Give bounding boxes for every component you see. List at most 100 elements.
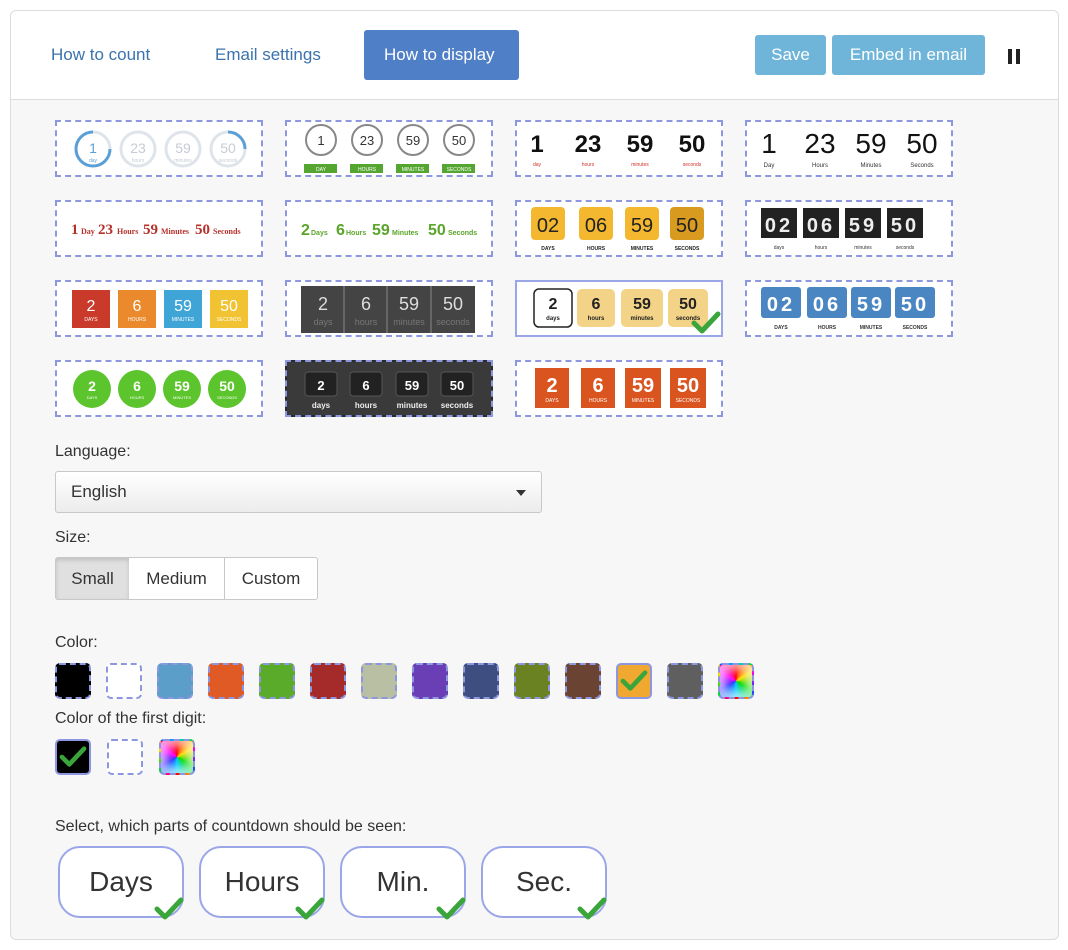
style6-value-1: 6 [336, 222, 345, 239]
style-preview-orange-tiles: 2 DAYS 6 HOURS 59 MINUTES 50 SECONDS [535, 368, 706, 408]
color-swatch-0[interactable] [55, 663, 91, 699]
color-swatch-4[interactable] [259, 663, 295, 699]
color-swatch-2[interactable] [157, 663, 193, 699]
check-icon [59, 746, 87, 767]
style-option-3[interactable]: 1 day 23 hours 59 minutes 50 seconds [515, 120, 723, 177]
color-swatch-6[interactable] [361, 663, 397, 699]
tab-email-settings[interactable]: Email settings [215, 45, 321, 64]
style8-unit-3: seconds [896, 245, 915, 251]
style-option-5[interactable]: 1 Day 23 Hours 59 Minutes 50 Seconds [55, 200, 263, 257]
style-option-2[interactable]: 1 DAY 23 HOURS 59 MINUTES 50 SECONDS [285, 120, 493, 177]
part-toggle-seconds[interactable]: Sec. [481, 846, 607, 920]
style-option-10[interactable]: 2 days 6 hours 59 minutes 50 seconds [285, 280, 493, 337]
first-digit-swatch-1[interactable] [107, 739, 143, 775]
part-toggle-days[interactable]: Days [58, 846, 184, 920]
style15-unit-3: SECONDS [676, 398, 701, 404]
style10-value-0: 2 [318, 294, 328, 314]
part-toggle-hours[interactable]: Hours [199, 846, 325, 920]
save-button[interactable]: Save [755, 35, 826, 75]
style6-value-0: 2 [301, 222, 310, 239]
style-option-15[interactable]: 2 DAYS 6 HOURS 59 MINUTES 50 SECONDS [515, 360, 723, 417]
style-preview-dark-flip: 02 days 06 hours 59 minutes 50 seconds [761, 208, 923, 251]
first-digit-swatch-0[interactable] [55, 739, 91, 775]
color-swatch-10[interactable] [565, 663, 601, 699]
tab-how-to-count[interactable]: How to count [51, 45, 151, 64]
color-swatch-9[interactable] [514, 663, 550, 699]
color-swatch-5[interactable] [310, 663, 346, 699]
part-toggle-minutes[interactable]: Min. [340, 846, 466, 920]
style9-unit-3: SECONDS [217, 317, 242, 323]
color-swatch-12[interactable] [667, 663, 703, 699]
style-option-12[interactable]: 02 DAYS 06 HOURS 59 MINUTES 50 SECONDS [745, 280, 953, 337]
color-swatch-7[interactable] [412, 663, 448, 699]
style-preview-dark-panel: 2 days 6 hours 59 minutes 50 seconds [287, 362, 491, 415]
style4-value-1: 23 [804, 128, 835, 159]
style-option-9[interactable]: 2 DAYS 6 HOURS 59 MINUTES 50 SECONDS [55, 280, 263, 337]
style-preview-green-circles: 2 DAYS 6 HOURS 59 MINUTES 50 SECONDS [73, 370, 246, 408]
language-label: Language: [55, 443, 131, 460]
style-option-1[interactable]: 1 day 23 hours 59 minutes 50 seconds [55, 120, 263, 177]
size-option-custom[interactable]: Custom [224, 557, 318, 600]
style8-value-3: 50 [891, 215, 919, 237]
style4-unit-3: Seconds [910, 163, 933, 169]
color-swatch-3[interactable] [208, 663, 244, 699]
style9-unit-2: MINUTES [172, 317, 195, 323]
style5-unit-3: Seconds [213, 227, 241, 236]
first-digit-swatch-2[interactable] [159, 739, 195, 775]
style7-unit-1: HOURS [587, 246, 606, 252]
embed-in-email-button[interactable]: Embed in email [832, 35, 985, 75]
color-swatch-8[interactable] [463, 663, 499, 699]
style14-unit-1: hours [355, 401, 378, 410]
style3-unit-3: seconds [683, 162, 702, 168]
language-select[interactable]: English [55, 471, 542, 513]
style12-value-2: 59 [857, 294, 885, 316]
style15-unit-1: HOURS [589, 398, 608, 404]
style8-unit-0: days [774, 245, 785, 251]
style-option-11-selected[interactable]: 2 days 6 hours 59 minutes 50 seconds [515, 280, 723, 337]
size-option-small[interactable]: Small [55, 557, 130, 600]
style11-value-1: 6 [592, 296, 601, 313]
color-swatch-1[interactable] [106, 663, 142, 699]
style12-unit-1: HOURS [818, 325, 837, 331]
pause-icon[interactable] [1008, 49, 1020, 64]
check-icon [436, 897, 466, 920]
style15-unit-2: MINUTES [632, 398, 655, 404]
style10-value-2: 59 [399, 294, 419, 314]
style4-unit-2: Minutes [860, 163, 881, 169]
style-preview-dark-segments: 2 days 6 hours 59 minutes 50 seconds [287, 282, 491, 335]
color-swatch-13[interactable] [718, 663, 754, 699]
color-label: Color: [55, 634, 98, 651]
style10-unit-1: hours [355, 317, 378, 327]
style1-value-3: 50 [220, 140, 236, 156]
style8-unit-2: minutes [854, 245, 872, 251]
style7-unit-3: SECONDS [675, 246, 700, 252]
style-option-4[interactable]: 1 Day 23 Hours 59 Minutes 50 Seconds [745, 120, 953, 177]
style-option-13[interactable]: 2 DAYS 6 HOURS 59 MINUTES 50 SECONDS [55, 360, 263, 417]
style15-unit-0: DAYS [545, 398, 559, 404]
style-option-14[interactable]: 2 days 6 hours 59 minutes 50 seconds [285, 360, 493, 417]
style9-unit-0: DAYS [84, 317, 98, 323]
check-icon [577, 897, 607, 920]
part-label-hours: Hours [224, 866, 300, 897]
style5-value-1: 23 [98, 222, 113, 238]
style10-unit-2: minutes [393, 317, 425, 327]
style10-unit-0: days [313, 317, 333, 327]
style-preview-inline-red: 1 Day 23 Hours 59 Minutes 50 Seconds [71, 222, 241, 238]
style1-unit-3: seconds [219, 158, 238, 164]
style13-unit-3: SECONDS [217, 395, 237, 400]
style12-unit-0: DAYS [774, 325, 788, 331]
style-option-7[interactable]: 02 DAYS 06 HOURS 59 MINUTES 50 SECONDS [515, 200, 723, 257]
style-option-8[interactable]: 02 days 06 hours 59 minutes 50 seconds [745, 200, 953, 257]
style-option-6[interactable]: 2 Days 6 Hours 59 Minutes 50 Seconds [285, 200, 493, 257]
size-option-medium[interactable]: Medium [129, 557, 225, 600]
style15-value-0: 2 [546, 375, 557, 397]
selected-check-icon [691, 311, 721, 334]
style5-unit-1: Hours [117, 227, 138, 236]
style2-value-3: 50 [452, 133, 466, 148]
style13-unit-2: MINUTES [173, 395, 191, 400]
color-swatch-11[interactable] [616, 663, 652, 699]
style4-value-3: 50 [906, 128, 937, 159]
tab-how-to-display[interactable]: How to display [364, 30, 519, 80]
style8-value-1: 06 [807, 215, 835, 237]
style5-unit-2: Minutes [161, 227, 189, 236]
